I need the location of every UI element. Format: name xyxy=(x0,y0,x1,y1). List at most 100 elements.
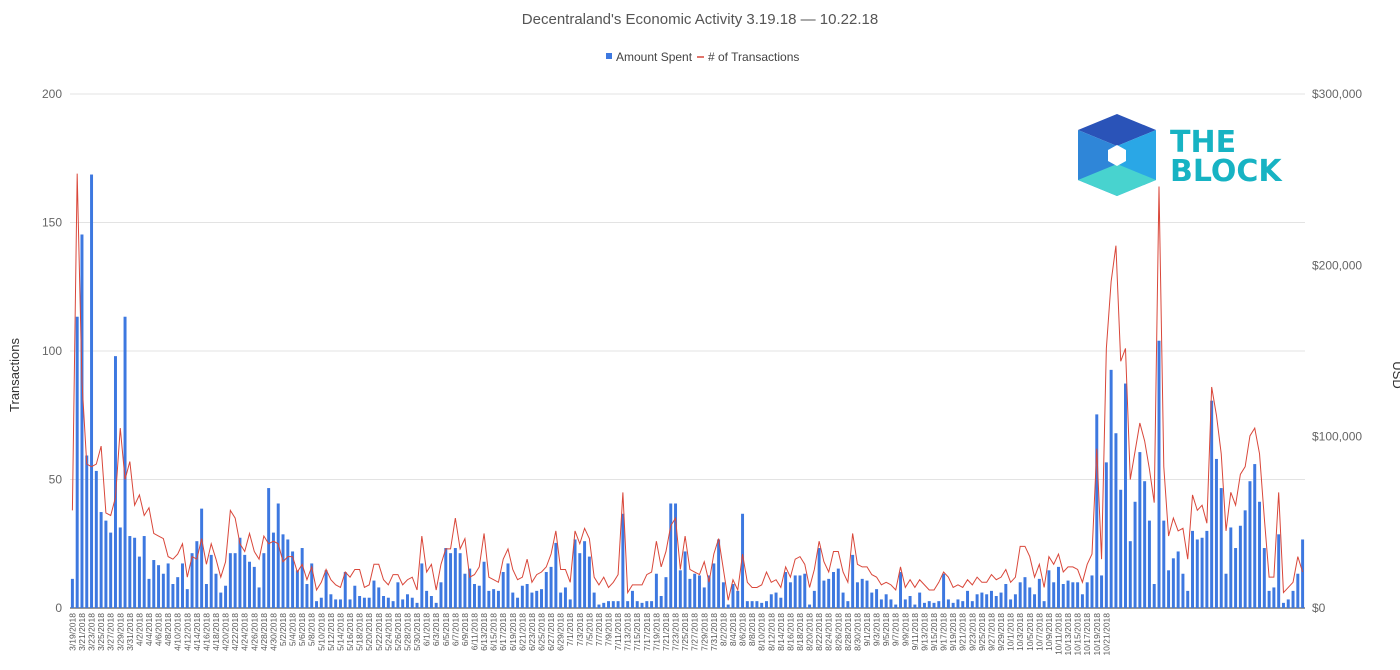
x-tick-label: 7/21/2018 xyxy=(661,613,671,651)
legend-label-transactions: # of Transactions xyxy=(708,50,799,64)
amount-bar xyxy=(784,572,788,608)
amount-bar xyxy=(386,597,390,608)
x-tick-label: 10/3/2018 xyxy=(1015,613,1025,651)
amount-bar xyxy=(324,570,328,608)
x-tick-label: 4/16/2018 xyxy=(201,613,211,651)
amount-bar xyxy=(1167,570,1171,608)
x-tick-label: 5/2/2018 xyxy=(278,613,288,646)
x-tick-label: 6/21/2018 xyxy=(517,613,527,651)
x-tick-label: 6/25/2018 xyxy=(537,613,547,651)
amount-bar xyxy=(104,520,108,608)
amount-bar xyxy=(372,580,376,608)
x-tick-label: 9/17/2018 xyxy=(939,613,949,651)
x-tick-label: 10/11/2018 xyxy=(1053,613,1063,655)
x-tick-label: 6/5/2018 xyxy=(441,613,451,646)
amount-bar xyxy=(1076,582,1080,608)
x-tick-label: 6/9/2018 xyxy=(460,613,470,646)
amount-bar xyxy=(568,599,572,608)
x-tick-label: 5/18/2018 xyxy=(355,613,365,651)
amount-bar xyxy=(989,590,993,608)
amount-bar xyxy=(1018,582,1022,608)
amount-bar xyxy=(252,566,256,608)
x-tick-label: 4/10/2018 xyxy=(173,613,183,651)
amount-bar xyxy=(75,316,79,608)
amount-bar xyxy=(884,594,888,608)
amount-bar xyxy=(942,573,946,608)
amount-bar xyxy=(903,599,907,608)
amount-bar xyxy=(980,592,984,608)
amount-bar xyxy=(1267,590,1271,608)
amount-bar xyxy=(937,601,941,608)
amount-bar xyxy=(94,470,98,608)
amount-bar xyxy=(1214,458,1218,608)
amount-bar xyxy=(200,508,204,608)
amount-bar xyxy=(171,584,175,608)
x-axis-ticks: 3/19/2018 3/21/2018 3/23/2018 3/25/2018 3/27… xyxy=(67,613,1111,656)
amount-bar xyxy=(879,599,883,608)
amount-bar xyxy=(224,585,228,608)
amount-bar xyxy=(683,551,687,608)
amount-bar xyxy=(889,599,893,608)
amount-bar xyxy=(1181,573,1185,608)
right-tick-label: $200,000 xyxy=(1312,258,1362,272)
amount-bar xyxy=(396,582,400,608)
x-tick-label: 3/29/2018 xyxy=(115,613,125,651)
x-tick-label: 4/12/2018 xyxy=(182,613,192,651)
amount-bar xyxy=(1219,488,1223,608)
x-tick-label: 10/21/2018 xyxy=(1101,613,1111,656)
amount-bar xyxy=(329,594,333,608)
amount-bar xyxy=(181,563,184,608)
amount-bar xyxy=(204,584,208,608)
chart-title: Decentraland's Economic Activity 3.19.18… xyxy=(522,11,878,28)
amount-bar xyxy=(1238,525,1242,608)
amount-bar xyxy=(429,596,433,608)
x-tick-label: 5/8/2018 xyxy=(307,613,317,646)
amount-bar xyxy=(1262,548,1266,608)
amount-bar xyxy=(1095,414,1099,608)
amount-bar xyxy=(482,561,486,608)
x-tick-label: 9/15/2018 xyxy=(929,613,939,651)
amount-bar xyxy=(549,566,553,608)
amount-bar xyxy=(1033,594,1037,608)
amount-bar xyxy=(535,590,539,608)
x-tick-label: 5/14/2018 xyxy=(335,613,345,651)
left-tick-label: 50 xyxy=(49,473,63,487)
x-tick-label: 8/18/2018 xyxy=(795,613,805,651)
amount-bar xyxy=(1272,587,1276,608)
x-tick-label: 7/1/2018 xyxy=(565,613,575,646)
x-tick-label: 6/13/2018 xyxy=(479,613,489,651)
amount-bar xyxy=(563,587,567,608)
amount-bar xyxy=(573,539,577,608)
x-tick-label: 8/14/2018 xyxy=(776,613,786,651)
x-tick-label: 9/25/2018 xyxy=(977,613,987,651)
amount-bar xyxy=(966,590,970,608)
amount-bar xyxy=(1138,452,1142,608)
amount-bar xyxy=(473,584,476,608)
amount-bar xyxy=(1080,594,1084,608)
amount-bar xyxy=(348,599,352,608)
amount-bar xyxy=(626,601,630,608)
amount-bar xyxy=(1056,566,1060,608)
x-tick-label: 9/13/2018 xyxy=(919,613,929,651)
x-tick-label: 4/20/2018 xyxy=(221,613,231,651)
amount-bar xyxy=(1296,573,1300,608)
x-tick-label: 7/17/2018 xyxy=(642,613,652,651)
amount-bar xyxy=(463,573,467,608)
amount-bar xyxy=(1104,462,1108,608)
x-tick-label: 5/16/2018 xyxy=(345,613,355,651)
amount-bar xyxy=(1152,584,1156,608)
amount-bar xyxy=(1061,584,1065,608)
amount-bar xyxy=(1248,481,1252,608)
right-axis-title: USD xyxy=(1390,361,1400,388)
amount-bar xyxy=(1143,481,1147,608)
amount-bar xyxy=(985,594,989,608)
left-axis-title: Transactions xyxy=(7,338,22,412)
x-tick-label: 8/20/2018 xyxy=(805,613,815,651)
x-tick-label: 4/18/2018 xyxy=(211,613,221,651)
amount-bar xyxy=(358,596,362,608)
amount-bar xyxy=(1191,530,1194,608)
amount-bar xyxy=(228,553,232,608)
amount-bar xyxy=(726,604,730,608)
amount-bar xyxy=(927,601,931,608)
